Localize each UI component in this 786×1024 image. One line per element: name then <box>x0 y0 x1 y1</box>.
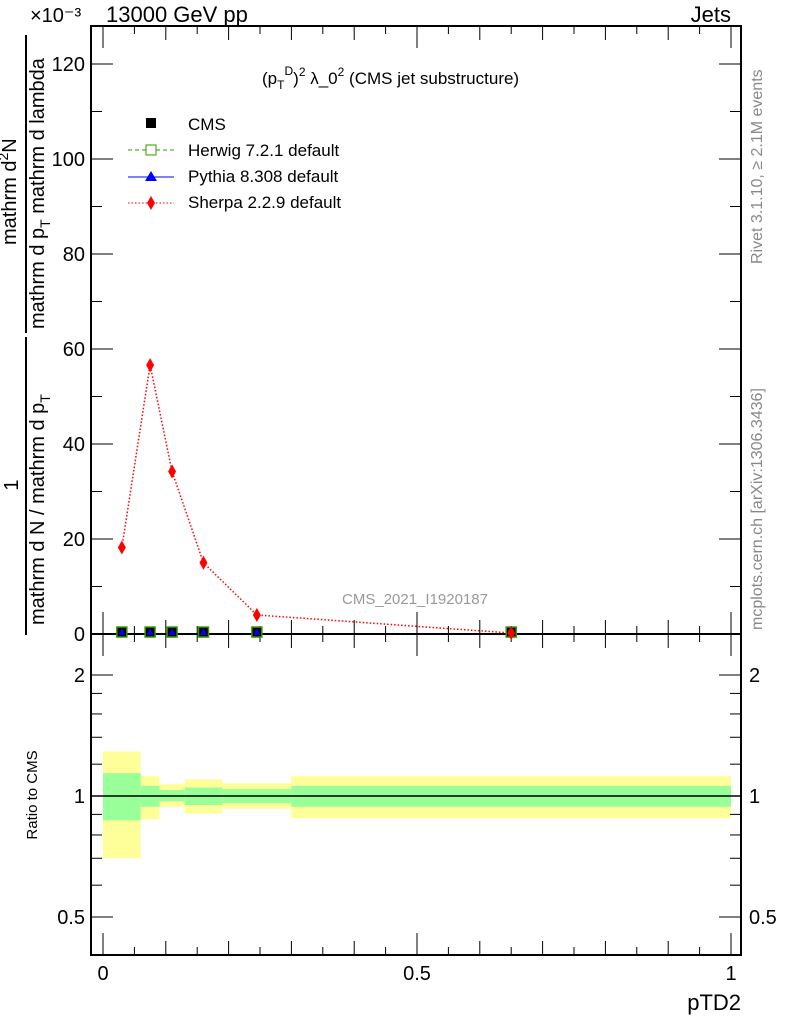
pythia-point <box>199 628 207 636</box>
legend: CMS Herwig 7.2.1 default Pythia 8.308 de… <box>128 115 341 212</box>
sherpa-point <box>507 626 516 641</box>
sherpa-point <box>146 358 155 373</box>
sherpa-point <box>168 464 177 479</box>
legend-label: CMS <box>188 115 226 134</box>
rivet-label: Rivet 3.1.10, ≥ 2.1M events <box>749 69 766 264</box>
header-right: Jets <box>691 2 731 27</box>
x-tick-label: 0 <box>97 963 108 985</box>
ratio-y-tick-label-right: 0.5 <box>749 907 777 929</box>
pythia-point <box>146 628 154 636</box>
sherpa-point <box>117 540 126 555</box>
y-tick-label: 40 <box>63 434 85 456</box>
legend-herwig-marker <box>145 144 157 156</box>
header-exponent: ×10⁻³ <box>30 5 81 27</box>
pythia-point <box>253 628 261 636</box>
y-tick-label: 80 <box>63 244 85 266</box>
legend-cms-marker <box>146 118 156 128</box>
mcplots-label: mcplots.cern.ch [arXiv:1306.3436] <box>749 388 766 630</box>
legend-label: Sherpa 2.2.9 default <box>188 193 341 212</box>
y-tick-label: 120 <box>52 54 85 76</box>
ratio-frame <box>90 633 742 956</box>
x-axis-label: pTD2 <box>687 990 741 1015</box>
watermark: CMS_2021_I1920187 <box>342 591 488 608</box>
ratio-y-tick-label: 2 <box>74 665 85 687</box>
y-tick-label: 20 <box>63 529 85 551</box>
legend-pythia-marker <box>145 171 157 181</box>
y-axis-label: 1 mathrm d N / mathrm d pT mathrm d2N ma… <box>0 35 53 635</box>
svg-text:mathrm d pT mathrm d lambda: mathrm d pT mathrm d lambda <box>27 57 53 329</box>
sherpa-point <box>199 555 208 570</box>
ratio-y-tick-label-right: 1 <box>749 786 760 808</box>
header-left: 13000 GeV pp <box>106 2 248 27</box>
ratio-y-tick-label: 0.5 <box>57 907 85 929</box>
pythia-point <box>168 628 176 636</box>
svg-text:1: 1 <box>1 479 23 490</box>
legend-label: Pythia 8.308 default <box>188 167 339 186</box>
legend-sherpa-marker <box>147 196 155 210</box>
y-tick-label: 0 <box>74 624 85 646</box>
chart-title: (pTD)2 λ_02 (CMS jet substructure) <box>262 64 519 92</box>
svg-text:mathrm d N / mathrm d pT: mathrm d N / mathrm d pT <box>27 394 53 625</box>
sherpa-point <box>252 608 261 622</box>
ratio-y-tick-label-right: 2 <box>749 665 760 687</box>
legend-label: Herwig 7.2.1 default <box>188 141 339 160</box>
ratio-y-tick-label: 1 <box>74 786 85 808</box>
ratio-y-label: Ratio to CMS <box>24 750 41 839</box>
y-tick-label: 60 <box>63 339 85 361</box>
x-tick-label: 0.5 <box>403 963 431 985</box>
pythia-point <box>118 628 126 636</box>
y-tick-label: 100 <box>52 149 85 171</box>
x-tick-label: 1 <box>725 963 736 985</box>
svg-text:mathrm d2N: mathrm d2N <box>0 138 21 245</box>
